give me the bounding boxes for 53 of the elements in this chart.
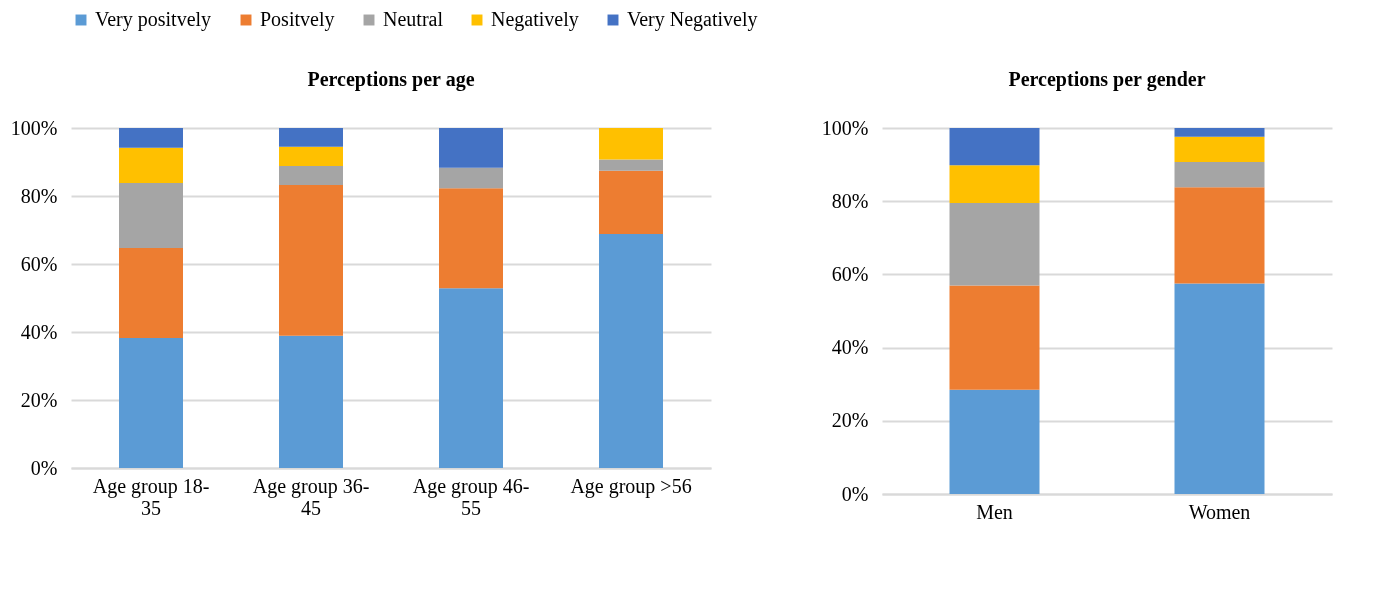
bar [439,128,503,168]
bar [949,165,1040,204]
bar [599,170,663,235]
y-tick-label: 60% [831,262,869,285]
bar [949,389,1040,494]
bar [119,183,183,249]
y-tick-label: 100% [821,116,869,139]
bar [439,288,503,468]
chart-title: Perceptions per age [307,68,475,91]
x-tick-label: Age group 18-35 [92,474,210,519]
bar [949,128,1040,166]
legend-label: Negatively [491,8,579,31]
bar [599,159,663,171]
y-tick-label: 40% [20,320,58,343]
y-tick-label: 80% [20,184,58,207]
bar [1174,128,1265,137]
bar [599,128,663,160]
bar [439,167,503,189]
y-tick-label: 0% [841,482,869,505]
x-tick-label: Age group 36-45 [252,474,370,519]
bar [1174,283,1265,494]
bar [279,335,343,468]
y-tick-label: 40% [831,336,869,359]
x-tick-label: Men [976,500,1013,523]
bar [279,128,343,147]
bar [1174,136,1265,163]
bar [949,285,1040,390]
bar [119,147,183,184]
bar [119,248,183,339]
bar [949,203,1040,286]
legend-label: Neutral [383,8,444,30]
bar [279,146,343,167]
y-tick-label: 0% [30,456,58,479]
bar [1174,162,1265,188]
bar [1174,187,1265,284]
y-tick-label: 80% [831,189,869,212]
bar [439,188,503,289]
chart-title: Perceptions per gender [1008,68,1206,91]
bar [119,128,183,148]
legend-label: Very positvely [95,8,212,31]
x-tick-label: Women [1188,500,1251,523]
bar [279,185,343,336]
y-tick-label: 20% [20,388,58,411]
x-tick-label: Age group 46-55 [412,474,530,519]
bar [279,166,343,186]
bar [119,338,183,468]
y-tick-label: 20% [831,409,869,432]
legend-label: Positvely [260,8,335,31]
bar [599,234,663,468]
x-tick-label: Age group >56 [570,474,692,498]
y-tick-label: 100% [10,116,58,139]
legend-label: Very Negatively [627,8,758,31]
y-tick-label: 60% [20,252,58,275]
